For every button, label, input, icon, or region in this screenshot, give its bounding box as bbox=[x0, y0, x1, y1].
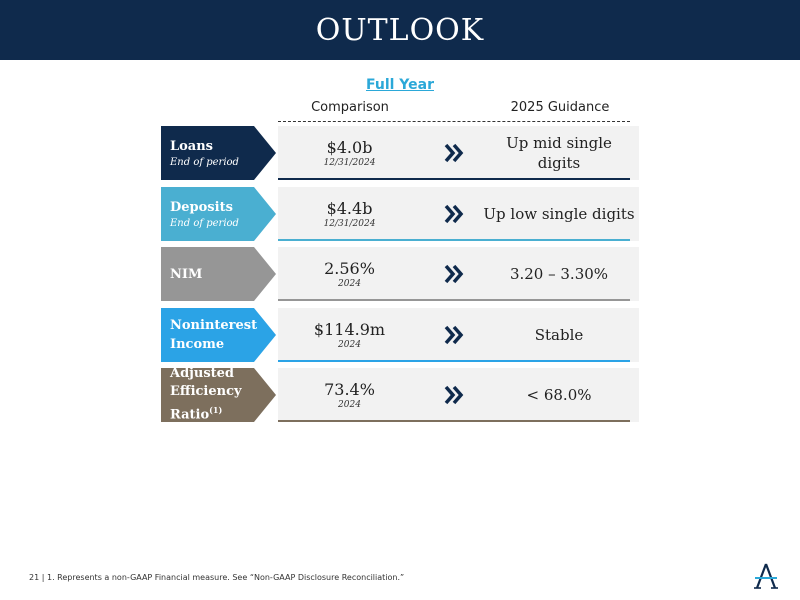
header-bar: OUTLOOK bbox=[0, 0, 800, 60]
comparison-value: $4.4b bbox=[326, 198, 373, 218]
guidance-column-header: 2025 Guidance bbox=[510, 100, 610, 115]
company-a-logo-icon bbox=[754, 563, 778, 589]
row-underline bbox=[278, 239, 630, 241]
row-label: Noninterest Income bbox=[170, 318, 258, 352]
outlook-row-noninterest-income: Noninterest Income $114.9m 2024 Stable bbox=[161, 308, 639, 362]
header-divider bbox=[278, 121, 630, 122]
double-chevron-right-icon bbox=[444, 385, 464, 405]
comparison-cell: 73.4% 2024 bbox=[278, 368, 421, 422]
row-label-box: NIM bbox=[161, 247, 276, 301]
comparison-cell: $4.4b 12/31/2024 bbox=[278, 187, 421, 241]
row-underline bbox=[278, 299, 630, 301]
double-chevron-right-icon bbox=[444, 204, 464, 224]
row-underline bbox=[278, 420, 630, 422]
row-underline bbox=[278, 360, 630, 362]
arrow-tag-shape bbox=[161, 308, 276, 362]
comparison-date: 2024 bbox=[338, 278, 361, 289]
row-label: Deposits bbox=[170, 199, 233, 215]
footer-note: 21 | 1. Represents a non-GAAP Financial … bbox=[29, 573, 404, 582]
row-panel bbox=[278, 247, 639, 301]
row-label-box: Adjusted Efficiency Ratio(1) bbox=[161, 366, 276, 423]
comparison-value: $4.0b bbox=[326, 137, 373, 157]
guidance-value: Up mid single digits bbox=[506, 134, 612, 172]
outlook-row-nim: NIM 2.56% 2024 3.20 – 3.30% bbox=[161, 247, 639, 301]
outlook-row-deposits: Deposits End of period $4.4b 12/31/2024 … bbox=[161, 187, 639, 241]
guidance-value: Up low single digits bbox=[483, 205, 635, 223]
arrow-tag-shape bbox=[161, 247, 276, 301]
double-chevron-right-icon bbox=[444, 325, 464, 345]
comparison-cell: $114.9m 2024 bbox=[278, 308, 421, 362]
footer-separator: | bbox=[41, 573, 45, 582]
row-label: Adjusted Efficiency Ratio(1) bbox=[170, 366, 242, 423]
comparison-cell: 2.56% 2024 bbox=[278, 247, 421, 301]
row-label-box: Deposits End of period bbox=[161, 187, 276, 241]
comparison-value: 73.4% bbox=[324, 379, 375, 399]
arrow-tag-shape bbox=[161, 126, 276, 180]
row-label: Loans bbox=[170, 138, 214, 154]
row-panel bbox=[278, 308, 639, 362]
comparison-date: 2024 bbox=[338, 399, 361, 410]
row-sublabel: End of period bbox=[170, 217, 239, 229]
guidance-value: < 68.0% bbox=[526, 386, 592, 404]
arrow-tag-shape bbox=[161, 187, 276, 241]
arrow-tag-shape bbox=[161, 368, 276, 422]
comparison-value: $114.9m bbox=[313, 319, 386, 339]
full-year-heading: Full Year bbox=[365, 77, 434, 93]
row-sublabel: End of period bbox=[170, 156, 239, 168]
guidance-value: Stable bbox=[534, 326, 584, 344]
comparison-date: 12/31/2024 bbox=[323, 157, 376, 168]
comparison-column-header: Comparison bbox=[311, 100, 389, 115]
row-panel bbox=[278, 126, 639, 180]
row-label-box: Loans End of period bbox=[161, 126, 276, 180]
row-underline bbox=[278, 178, 630, 180]
page-title: OUTLOOK bbox=[315, 12, 485, 48]
double-chevron-right-icon bbox=[444, 264, 464, 284]
footnote-text: 1. Represents a non-GAAP Financial measu… bbox=[46, 573, 405, 582]
outlook-row-adjusted-efficiency-ratio: Adjusted Efficiency Ratio(1) 73.4% 2024 … bbox=[161, 366, 639, 423]
row-panel bbox=[278, 368, 639, 422]
comparison-cell: $4.0b 12/31/2024 bbox=[278, 126, 421, 180]
footnote-marker: (1) bbox=[209, 405, 223, 416]
row-panel bbox=[278, 187, 639, 241]
double-chevron-right-icon bbox=[444, 143, 464, 163]
comparison-value: 2.56% bbox=[324, 258, 375, 278]
outlook-row-loans: Loans End of period $4.0b 12/31/2024 Up … bbox=[161, 126, 639, 180]
page-number: 21 bbox=[29, 573, 40, 582]
row-label-box: Noninterest Income bbox=[161, 308, 276, 362]
comparison-date: 2024 bbox=[338, 339, 361, 350]
guidance-value: 3.20 – 3.30% bbox=[509, 265, 609, 283]
comparison-date: 12/31/2024 bbox=[323, 218, 376, 229]
row-label: NIM bbox=[170, 266, 203, 282]
